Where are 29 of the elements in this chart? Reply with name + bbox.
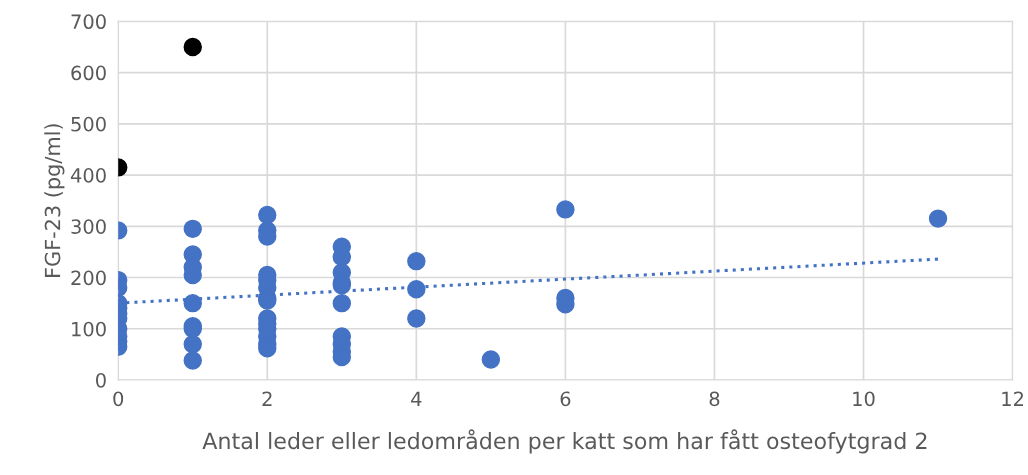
y-tick-label: 400 <box>70 168 106 183</box>
y-tick-label: 700 <box>71 14 106 30</box>
x-tick-label: 8 <box>709 391 720 407</box>
point <box>183 219 202 239</box>
point <box>928 209 948 228</box>
point <box>183 334 202 354</box>
x-tick-label: 6 <box>560 391 571 407</box>
y-tick-label: 100 <box>72 321 106 337</box>
x-tick-label: 10 <box>853 391 875 407</box>
x-axis-title: Antal leder eller ledområden per katt som har fått osteofytgrad 2 <box>202 429 927 454</box>
point <box>332 293 352 313</box>
x-tick-label: 2 <box>262 391 272 406</box>
point <box>407 280 426 299</box>
point <box>407 251 426 271</box>
point <box>183 293 202 313</box>
point <box>556 200 575 219</box>
point <box>183 351 202 370</box>
point <box>258 205 277 225</box>
y-axis-title: FGF-23 (pg/ml) <box>44 124 65 277</box>
point <box>481 350 501 369</box>
y-tick-label: 300 <box>71 219 106 234</box>
point <box>407 309 426 328</box>
x-tick-label: 12 <box>1002 391 1023 406</box>
y-tick-label: 600 <box>71 65 106 81</box>
x-tick-label: 0 <box>113 391 124 407</box>
y-tick-label: 500 <box>71 116 106 132</box>
x-tick-label: 4 <box>411 391 422 406</box>
y-tick-label: 200 <box>71 270 106 286</box>
y-tick-label: 0 <box>96 372 106 388</box>
